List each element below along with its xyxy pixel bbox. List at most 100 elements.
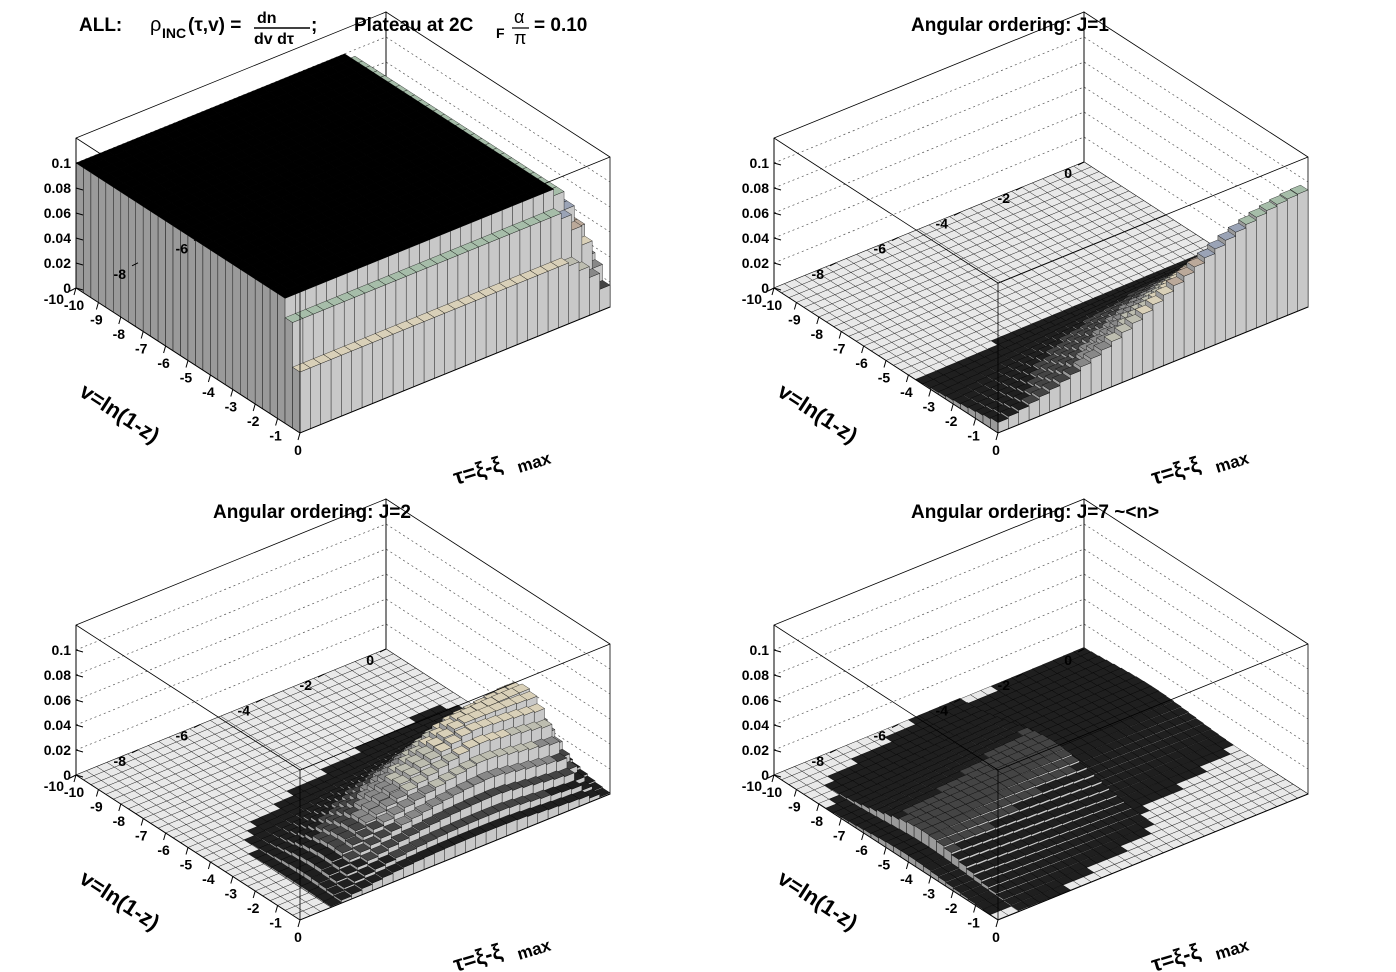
x-tick (140, 331, 144, 339)
y-axis-label: v=ln(1-z) (75, 378, 164, 448)
x-tick (163, 345, 167, 354)
z-tick-label: 0.1 (750, 155, 770, 171)
bar-side-face (372, 338, 383, 404)
title-pi: π (514, 28, 526, 48)
bar-side-face (506, 283, 518, 350)
x-tick (185, 360, 189, 368)
bar-front-face (128, 196, 136, 327)
z-tick-label: 0 (63, 280, 71, 296)
x-tick (252, 403, 256, 412)
z-tick (773, 262, 782, 266)
bar-front-face (90, 172, 99, 303)
x-tick-label: -2 (945, 413, 958, 429)
y-axis-label: v=ln(1-z) (773, 378, 862, 448)
bar-side-face (1214, 244, 1226, 346)
z-tick-label: 0.1 (52, 155, 72, 171)
bar-side-face (454, 304, 466, 371)
bar-side-face (1297, 189, 1309, 312)
bar-side-face (527, 275, 538, 341)
y-tick-label: -8 (812, 266, 825, 282)
bar-side-face (1132, 318, 1143, 379)
title-fraction-denominator: dv dτ (254, 31, 294, 48)
bar-side-face (403, 325, 414, 392)
bar-front-face (232, 264, 241, 395)
bar-side-face (465, 300, 476, 367)
x-tick (230, 389, 234, 397)
x-axis-label-subscript: max (1213, 449, 1252, 477)
bar-front-face (210, 249, 219, 381)
x-tick (995, 432, 999, 441)
x-tick-label: -7 (135, 341, 148, 357)
x-tick (973, 418, 977, 426)
bar-side-face (299, 367, 311, 434)
bar-front-face (157, 215, 166, 347)
bar-side-face (1173, 281, 1185, 362)
y-tick-label: -4 (936, 215, 949, 231)
bar-side-face (1163, 290, 1174, 367)
z-tick-label: 0.04 (742, 230, 769, 246)
y-tick-label: 0 (1064, 165, 1072, 181)
x-tick-label: -6 (855, 355, 868, 371)
bar-front-face (255, 278, 263, 410)
z-tick (773, 162, 782, 166)
bar-side-face (1111, 337, 1123, 388)
title-args: (τ,v) = (188, 15, 241, 36)
bar-front-face (150, 211, 159, 342)
z-tick-label: 0.08 (44, 180, 71, 196)
bar-front-face (247, 273, 256, 405)
x-tick-label: -9 (788, 312, 801, 328)
panel-all: 00.020.040.060.080.1-10-9-8-7-6-5-4-3-2-… (44, 7, 611, 490)
title-plateau-value: = 0.10 (534, 15, 587, 36)
surface (75, 53, 611, 434)
bar-front-face (98, 177, 107, 308)
bar-side-face (382, 333, 394, 400)
bar-side-face (537, 270, 549, 337)
bar-front-face (202, 244, 211, 376)
bar-side-face (392, 329, 404, 396)
x-tick (883, 360, 887, 368)
z-tick-label: 0.08 (742, 180, 769, 196)
x-tick-label: -1 (967, 428, 980, 444)
bar-side-face (496, 287, 507, 354)
x-tick-label: -10 (64, 297, 84, 313)
z-tick-label: 0.06 (44, 205, 71, 221)
y-tick-label: -10 (742, 291, 762, 307)
bar-side-face (413, 321, 425, 388)
x-tick-label: -5 (878, 370, 891, 386)
x-axis-label: τ=ξ-ξ max (450, 449, 553, 490)
x-axis-label: τ=ξ-ξ max (1148, 449, 1252, 490)
bar-side-face (351, 346, 363, 413)
x-tick-label: -5 (180, 370, 193, 386)
x-tick (905, 374, 909, 383)
x-tick-label: -1 (269, 428, 282, 444)
bar-side-face (1225, 235, 1236, 341)
x-axis-label-text: τ=ξ-ξ (1148, 451, 1203, 489)
bar-side-face (568, 261, 580, 325)
bar-side-face (310, 363, 321, 430)
bar-front-face (75, 162, 84, 294)
bar-side-face (516, 279, 528, 346)
bar-side-face (1256, 212, 1267, 329)
panel-angular-j2: 00.020.040.060.080.1-10-9-8-7-6-5-4-3-2-… (44, 498, 611, 972)
bar-front-face (292, 366, 301, 434)
bar-front-face (83, 167, 92, 298)
title-fraction-numerator: dn (257, 10, 277, 27)
x-tick (297, 432, 301, 441)
x-tick-label: 0 (992, 442, 1000, 458)
bar-front-face (135, 201, 144, 332)
bar-side-face (434, 312, 445, 379)
bar-front-face (143, 206, 151, 337)
bar-side-face (1121, 328, 1133, 383)
bar-side-face (1183, 271, 1195, 358)
bar-front-face (284, 317, 293, 429)
title-rho-subscript: INC (162, 25, 186, 41)
bar-side-face (341, 350, 352, 417)
bar-side-face (1070, 370, 1081, 404)
z-gridline (773, 36, 1309, 183)
x-tick-label: -8 (811, 326, 824, 342)
x-tick-label: -3 (923, 399, 936, 415)
title-alpha: α (514, 7, 524, 27)
bar-side-face (578, 266, 590, 320)
bar-side-face (558, 262, 569, 329)
